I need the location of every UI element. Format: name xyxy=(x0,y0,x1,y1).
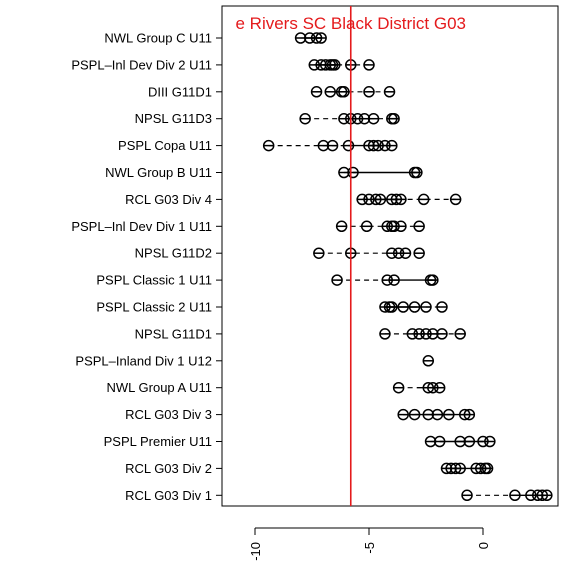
category-row xyxy=(299,112,400,125)
category-row xyxy=(294,32,327,44)
category-label: RCL G03 Div 3 xyxy=(125,407,212,422)
chart-marks xyxy=(262,32,553,502)
plot-frame xyxy=(221,5,559,507)
category-label: NPSL G11D3 xyxy=(135,111,212,126)
category-row xyxy=(440,462,494,475)
category-label: PSPL–Inl Dev Div 1 U11 xyxy=(71,219,212,234)
category-labels: NWL Group C U11 PSPL–Inl Dev Div 2 U11 DII… xyxy=(71,31,222,503)
category-row xyxy=(310,86,396,98)
category-row xyxy=(331,274,439,286)
category-label: PSPL Premier U11 xyxy=(104,434,212,449)
category-row xyxy=(313,247,425,259)
category-label: NWL Group C U11 xyxy=(104,31,212,46)
category-label: NWL Group A U11 xyxy=(107,380,213,395)
category-label: RCL G03 Div 2 xyxy=(125,461,212,476)
category-row xyxy=(335,220,425,233)
category-row xyxy=(424,435,496,448)
x-tick-label: -5 xyxy=(362,542,377,554)
category-row xyxy=(308,59,375,71)
category-label: RCL G03 Div 1 xyxy=(125,488,212,503)
category-label: DIII G11D1 xyxy=(148,84,212,99)
category-label: RCL G03 Div 4 xyxy=(125,192,212,207)
category-row xyxy=(422,355,435,367)
category-label: NPSL G11D1 xyxy=(135,326,212,341)
reference-line-label: e Rivers SC Black District G03 xyxy=(236,14,467,33)
x-tick-label: -10 xyxy=(248,542,263,561)
category-row xyxy=(461,489,553,502)
category-row xyxy=(379,301,448,313)
category-label: PSPL–Inl Dev Div 2 U11 xyxy=(71,57,212,72)
category-label: PSPL–Inland Div 1 U12 xyxy=(75,353,212,368)
category-label: PSPL Classic 1 U11 xyxy=(96,273,212,288)
category-label: NPSL G11D2 xyxy=(135,246,212,261)
category-row xyxy=(262,139,398,152)
category-row xyxy=(379,328,466,340)
category-row xyxy=(392,381,446,394)
x-axis: -10 -5 0 xyxy=(248,527,491,561)
category-row xyxy=(338,166,423,179)
x-tick-label: 0 xyxy=(476,542,491,549)
category-row xyxy=(356,193,462,206)
category-label: PSPL Copa U11 xyxy=(118,138,212,153)
category-row xyxy=(397,408,476,421)
category-label: PSPL Classic 2 U11 xyxy=(96,300,212,315)
category-label: NWL Group B U11 xyxy=(105,165,212,180)
